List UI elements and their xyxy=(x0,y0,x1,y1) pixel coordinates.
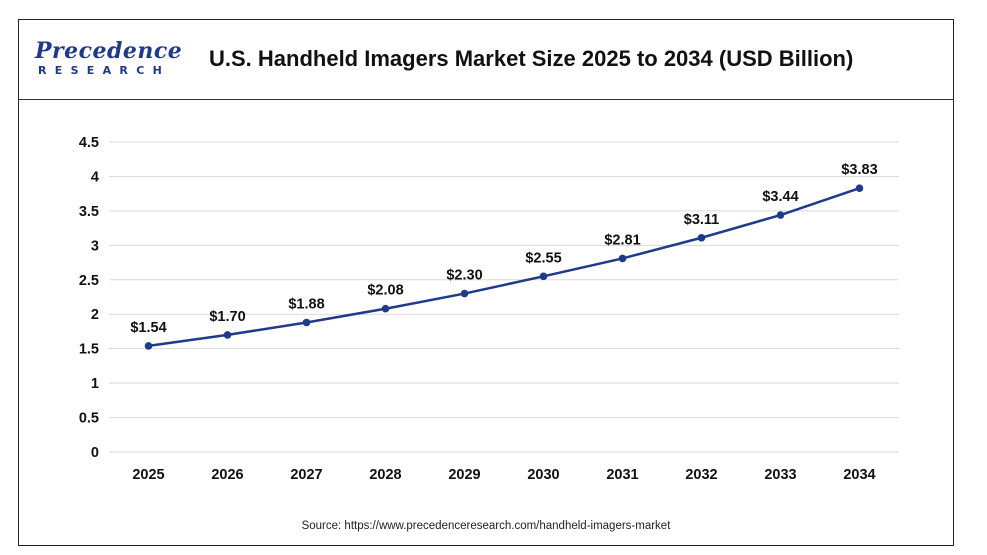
data-point xyxy=(381,304,390,313)
y-tick-label: 3.5 xyxy=(79,204,99,220)
data-point xyxy=(618,254,627,263)
data-label: $1.70 xyxy=(209,309,245,325)
x-tick-label: 2033 xyxy=(764,467,796,483)
data-label: $3.11 xyxy=(684,212,720,228)
x-tick-label: 2025 xyxy=(132,467,164,483)
data-point xyxy=(460,289,469,298)
data-point xyxy=(144,342,153,350)
x-tick-label: 2027 xyxy=(290,467,322,483)
y-tick-label: 1.5 xyxy=(79,342,99,358)
y-tick-label: 0.5 xyxy=(79,411,99,427)
data-label: $2.81 xyxy=(604,232,640,248)
chart-header: Precedence RESEARCH U.S. Handheld Imager… xyxy=(19,20,953,100)
logo-subtext: RESEARCH xyxy=(38,64,171,77)
data-point xyxy=(697,233,706,242)
y-tick-label: 2 xyxy=(91,307,99,323)
line-chart: 0 0.5 1 1.5 2 2.5 3 3.5 4 4.5 2025 2026 2027 2028 2029… xyxy=(79,135,899,483)
data-label: $2.08 xyxy=(367,283,403,299)
data-point xyxy=(539,272,548,281)
x-tick-label: 2034 xyxy=(843,467,875,483)
data-point xyxy=(855,184,864,192)
logo-wordmark: Precedence xyxy=(35,38,183,64)
data-label: $2.30 xyxy=(446,268,482,284)
y-tick-label: 3 xyxy=(91,238,99,254)
y-tick-label: 4.5 xyxy=(79,135,99,151)
data-label: $1.88 xyxy=(288,296,324,312)
x-tick-label: 2031 xyxy=(606,467,638,483)
data-label: $3.83 xyxy=(841,162,877,178)
x-tick-label: 2029 xyxy=(448,467,480,483)
data-label: $2.55 xyxy=(525,250,561,266)
x-tick-label: 2030 xyxy=(527,467,559,483)
data-point xyxy=(776,211,785,219)
series-line xyxy=(148,186,860,348)
x-tick-label: 2026 xyxy=(211,467,243,483)
y-tick-label: 0 xyxy=(91,445,99,461)
precedence-research-logo: Precedence RESEARCH xyxy=(35,38,185,82)
data-point xyxy=(223,331,232,339)
chart-frame: Precedence RESEARCH U.S. Handheld Imager… xyxy=(18,19,954,546)
y-tick-label: 4 xyxy=(91,169,99,185)
x-tick-label: 2032 xyxy=(685,467,717,483)
data-label: $1.54 xyxy=(130,320,166,336)
y-tick-label: 1 xyxy=(91,376,99,392)
data-label: $3.44 xyxy=(762,189,798,205)
data-point xyxy=(302,318,311,327)
source-note: Source: https://www.precedenceresearch.c… xyxy=(301,520,671,532)
x-tick-label: 2028 xyxy=(369,467,401,483)
chart-title: U.S. Handheld Imagers Market Size 2025 t… xyxy=(209,46,854,71)
y-tick-label: 2.5 xyxy=(79,273,99,289)
